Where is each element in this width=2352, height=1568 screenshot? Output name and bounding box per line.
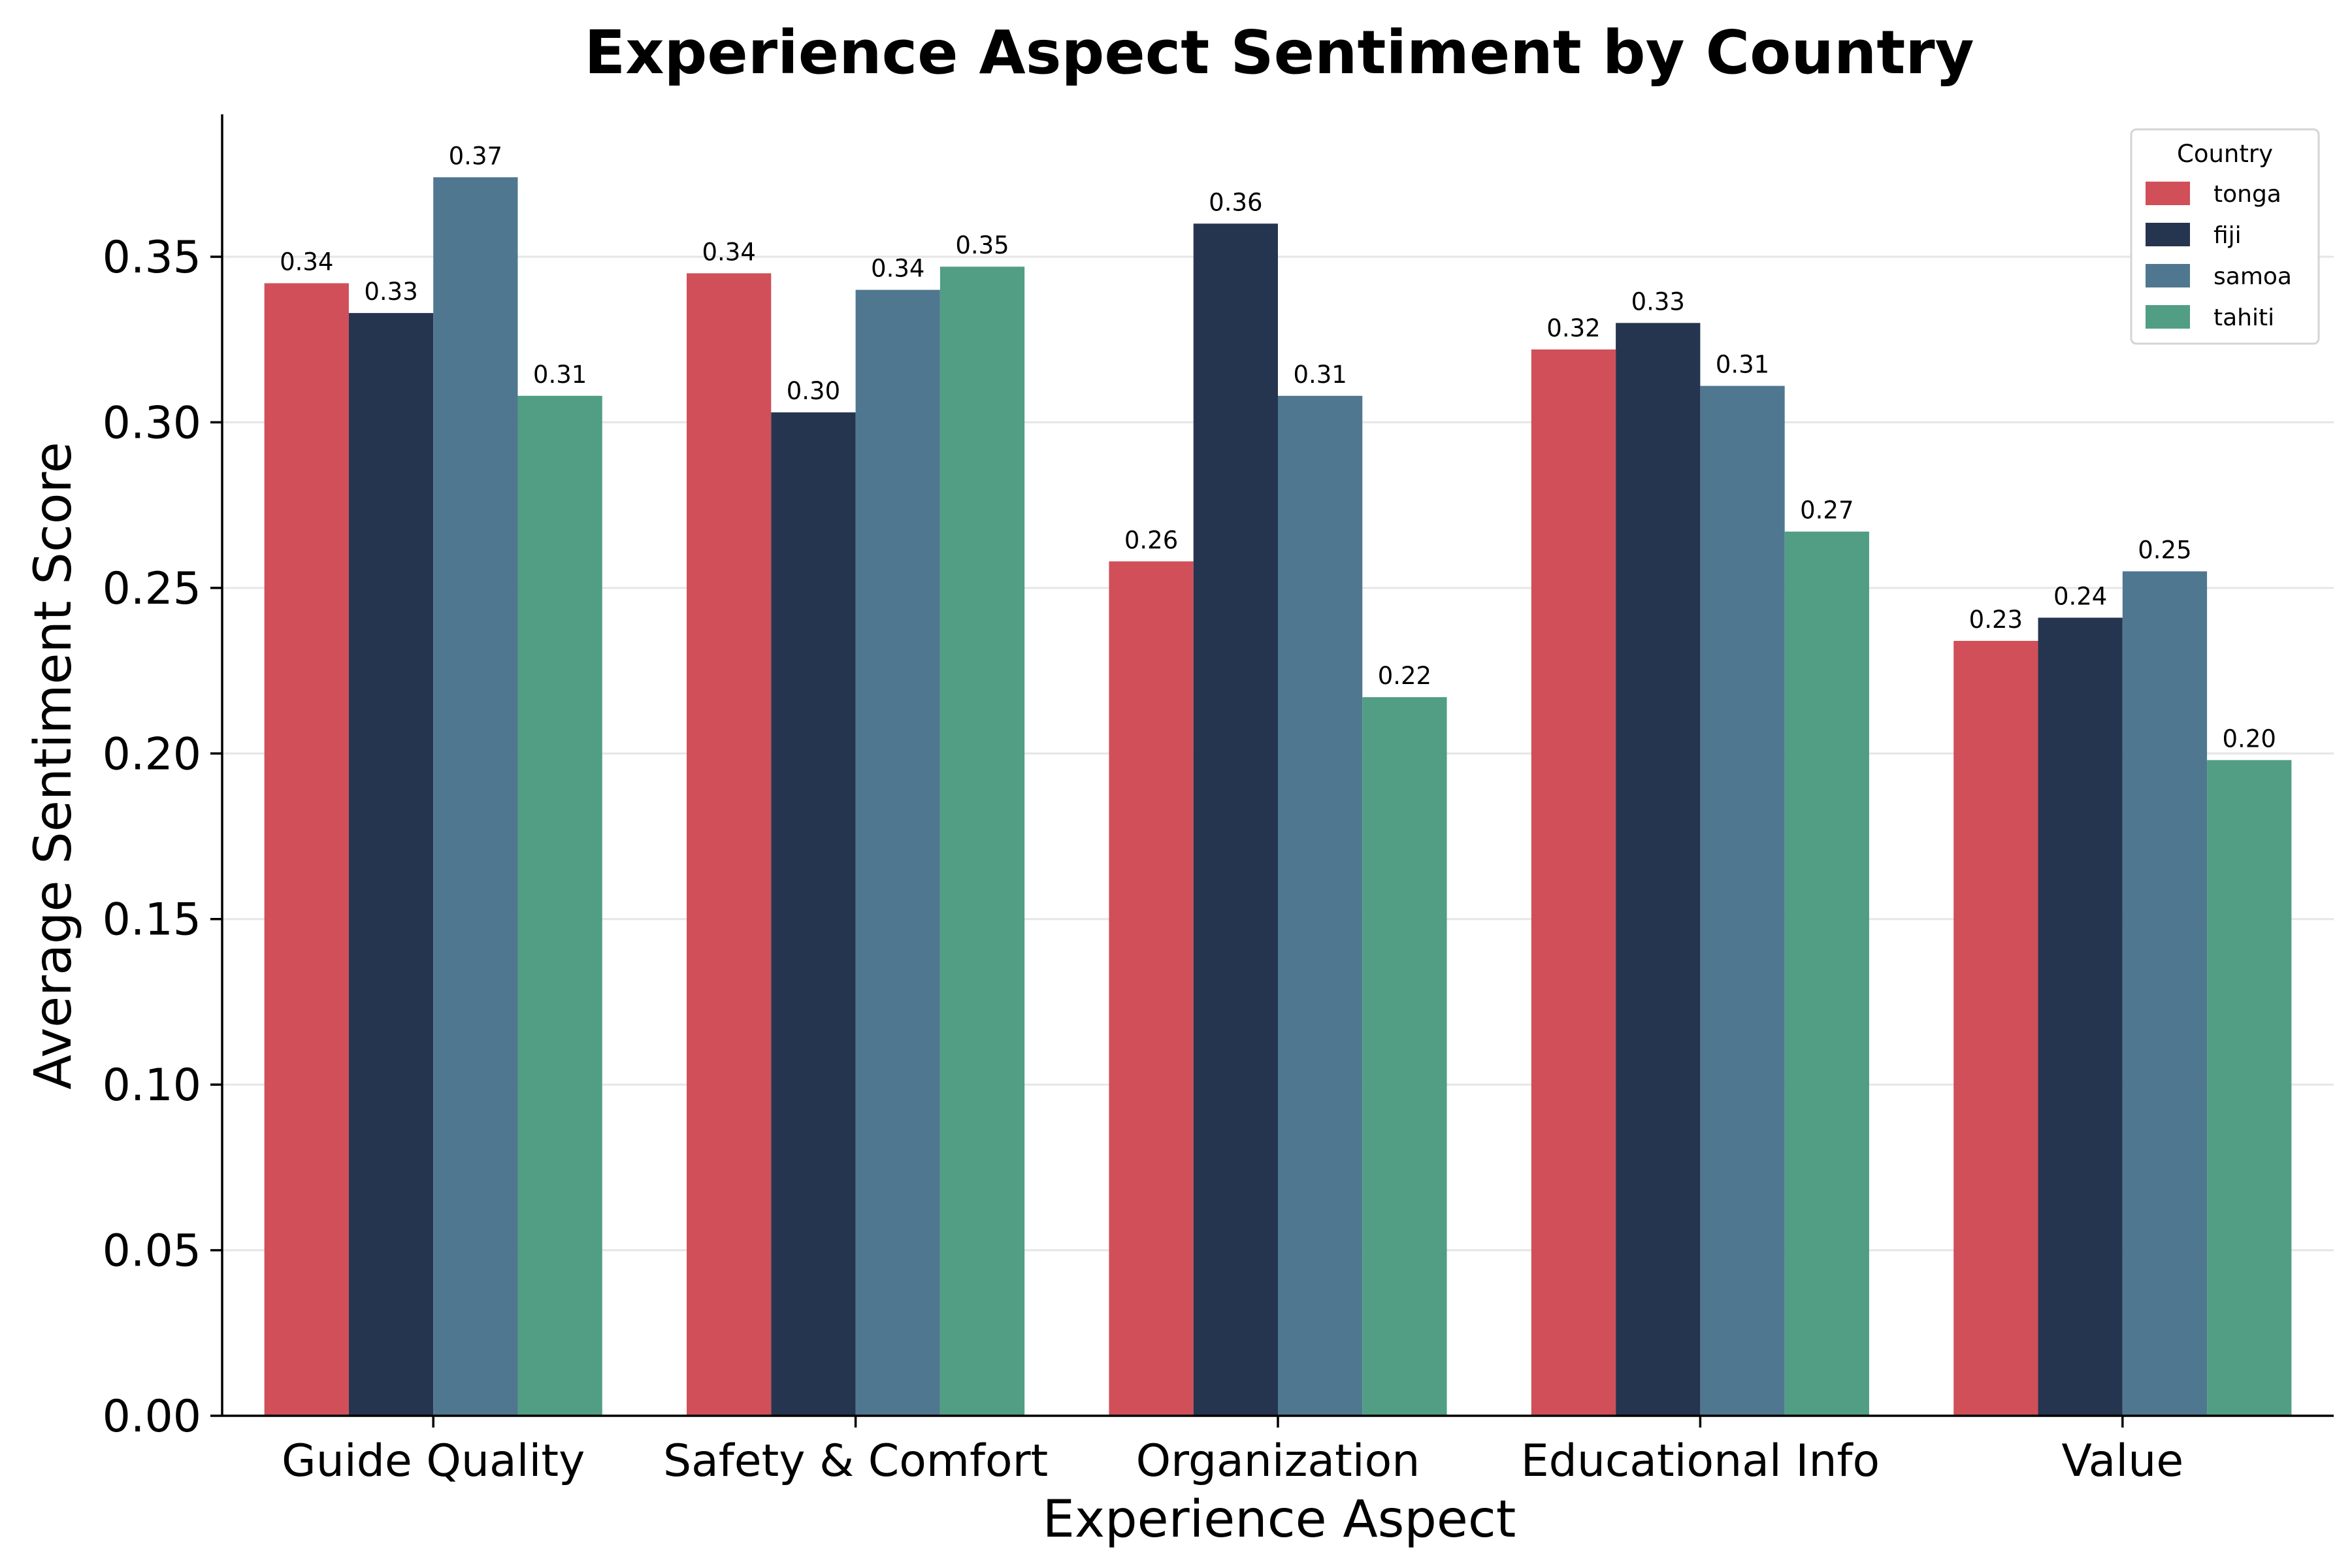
data-label: 0.24 [2053, 582, 2107, 610]
bar-samoa [1278, 395, 1363, 1416]
data-label: 0.31 [533, 361, 587, 389]
x-tick-label: Guide Quality [282, 1435, 585, 1487]
y-tick-label: 0.00 [103, 1391, 201, 1443]
y-tick-label: 0.35 [103, 232, 201, 284]
bar-tahiti [1362, 697, 1447, 1416]
legend-swatch-samoa [2146, 264, 2190, 287]
bar-fiji [1193, 223, 1278, 1416]
legend-label-samoa: samoa [2213, 263, 2292, 290]
bar-fiji [348, 313, 434, 1416]
x-tick-label: Organization [1136, 1435, 1420, 1487]
x-tick-label: Safety & Comfort [663, 1435, 1048, 1487]
data-label: 0.37 [449, 142, 502, 170]
data-label: 0.22 [1378, 662, 1431, 690]
data-label: 0.35 [955, 231, 1009, 259]
bar-tonga [264, 283, 349, 1416]
legend-label-tahiti: tahiti [2213, 304, 2274, 331]
bar-tahiti [2207, 760, 2292, 1416]
bar-tonga [1953, 640, 2038, 1416]
legend-title: Country [2177, 140, 2273, 168]
data-label: 0.34 [871, 255, 924, 283]
data-label: 0.31 [1293, 361, 1347, 389]
bar-tonga [1531, 349, 1616, 1416]
legend-label-tonga: tonga [2213, 181, 2281, 208]
bar-fiji [771, 412, 856, 1416]
data-label: 0.34 [280, 248, 333, 276]
data-label: 0.36 [1209, 188, 1262, 216]
data-label: 0.33 [1631, 287, 1685, 316]
bar-samoa [433, 177, 518, 1416]
legend-swatch-tonga [2146, 182, 2190, 205]
bar-tahiti [517, 395, 602, 1416]
y-axis-label: Average Sentiment Score [24, 442, 83, 1090]
legend: Country tonga fiji samoa tahiti [2130, 128, 2320, 345]
bars-layer [264, 177, 2292, 1416]
bar-fiji [1616, 323, 1701, 1416]
data-label: 0.25 [2138, 536, 2191, 564]
data-label: 0.23 [1969, 606, 2023, 634]
y-tick-label: 0.15 [103, 894, 201, 946]
bar-tonga [1109, 561, 1194, 1416]
legend-swatch-fiji [2146, 223, 2190, 246]
data-label: 0.20 [2223, 725, 2276, 753]
y-tick-label: 0.10 [103, 1060, 201, 1111]
bar-samoa [1700, 385, 1785, 1416]
bar-tonga [687, 273, 772, 1416]
legend-swatch-tahiti [2146, 305, 2190, 329]
legend-label-fiji: fiji [2213, 222, 2242, 249]
x-axis-label: Experience Aspect [1043, 1490, 1516, 1549]
data-label: 0.27 [1800, 497, 1854, 525]
chart-title: Experience Aspect Sentiment by Country [584, 18, 1974, 88]
x-tick-label: Value [2061, 1435, 2183, 1487]
x-tick-label: Educational Info [1521, 1435, 1880, 1487]
bar-samoa [2122, 571, 2208, 1416]
data-label: 0.33 [364, 278, 417, 306]
y-tick-label: 0.25 [103, 563, 201, 615]
data-label: 0.31 [1716, 351, 1769, 379]
data-label: 0.30 [787, 377, 840, 405]
bar-tahiti [939, 267, 1025, 1416]
bar-fiji [2038, 617, 2123, 1416]
bar-tahiti [1784, 531, 1869, 1416]
data-label: 0.32 [1546, 314, 1600, 342]
y-tick-label: 0.20 [103, 728, 201, 780]
data-label: 0.26 [1124, 526, 1178, 554]
y-tick-label: 0.05 [103, 1226, 201, 1277]
y-tick-label: 0.30 [103, 397, 201, 449]
axes-layer: 0.00 0.05 0.10 0.15 0.20 0.25 0.30 0.35 Guide Qu… [103, 114, 2334, 1487]
data-labels-layer: 0.34 0.33 0.37 0.31 0.34 0.30 0.34 0.35 0.26 0.36… [280, 142, 2276, 753]
bar-samoa [855, 289, 940, 1416]
data-label: 0.34 [702, 238, 755, 266]
